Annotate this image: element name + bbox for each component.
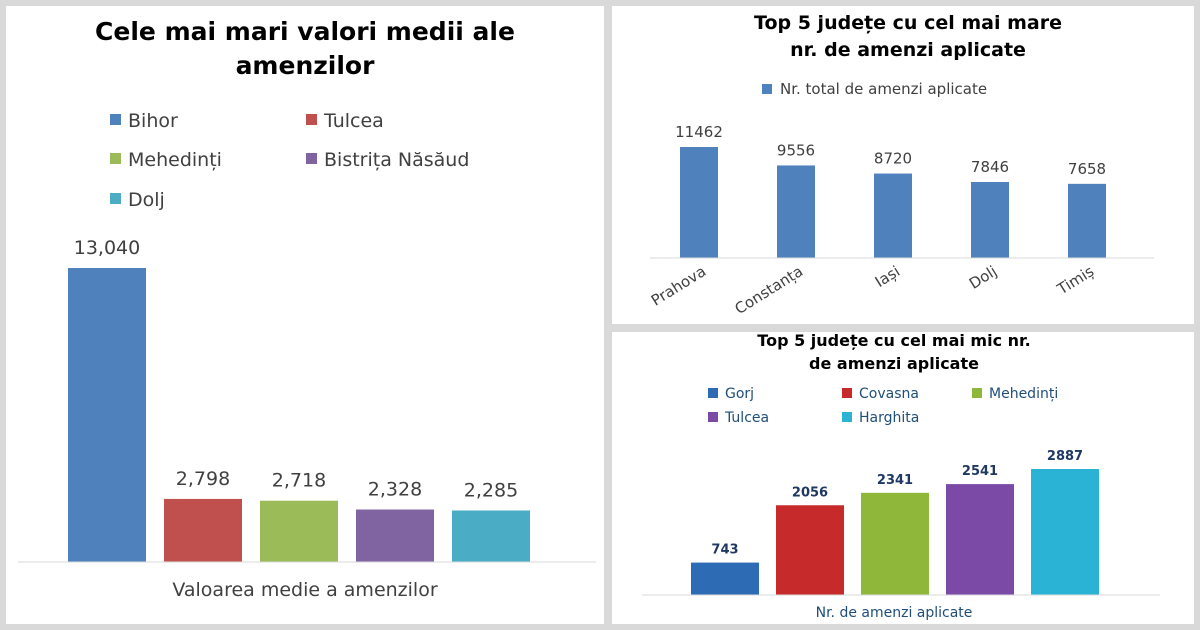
- legend-label: Gorj: [725, 386, 754, 402]
- data-label: 2,285: [464, 479, 518, 501]
- data-label: 2887: [1047, 449, 1083, 464]
- data-label: 11462: [675, 123, 723, 141]
- bar: [946, 484, 1014, 595]
- chart-panel-average-fines: Cele mai mari valori medii ale amenzilor B…: [6, 6, 604, 624]
- data-label: 2,328: [368, 479, 422, 501]
- bar: [874, 173, 912, 258]
- chart-title: nr. de amenzi aplicate: [790, 39, 1026, 61]
- x-tick-label: Timiș: [1053, 262, 1097, 299]
- data-label: 7658: [1068, 160, 1106, 178]
- chart-title: Top 5 județe cu cel mai mic nr.: [757, 332, 1030, 350]
- bar: [164, 498, 242, 562]
- chart-title: Cele mai mari valori medii ale: [95, 17, 515, 46]
- bar: [777, 165, 815, 258]
- bar: [971, 182, 1009, 258]
- bar: [356, 509, 434, 562]
- chart-title: de amenzi aplicate: [809, 354, 979, 373]
- bar: [1031, 469, 1099, 595]
- x-tick-label: Iași: [872, 262, 903, 291]
- legend-swatch: [762, 84, 772, 94]
- bar: [1068, 183, 1106, 258]
- bar: [776, 505, 844, 595]
- bar: [68, 268, 146, 562]
- chart-most-fines: Top 5 județe cu cel mai mare nr. de amenz…: [648, 12, 1154, 318]
- chart-panel-most-fines: Top 5 județe cu cel mai mare nr. de amenz…: [612, 6, 1194, 324]
- bar: [691, 562, 759, 595]
- data-label: 9556: [777, 141, 815, 159]
- chart-fewest-fines: Top 5 județe cu cel mai mic nr. de amenzi…: [642, 332, 1160, 621]
- data-label: 743: [711, 543, 738, 558]
- legend-swatch: [110, 153, 121, 164]
- data-label: 2056: [792, 485, 828, 500]
- legend-label: Harghita: [859, 410, 919, 426]
- legend-label: Dolj: [128, 189, 165, 211]
- legend-swatch: [842, 388, 852, 398]
- data-label: 8720: [874, 150, 912, 168]
- chart-average-fines: Cele mai mari valori medii ale amenzilor B…: [18, 17, 596, 601]
- data-label: 13,040: [74, 237, 140, 259]
- data-label: 7846: [971, 158, 1009, 176]
- data-label: 2341: [877, 473, 913, 488]
- legend-swatch: [306, 153, 317, 164]
- bar: [452, 510, 530, 562]
- legend-swatch: [708, 412, 718, 422]
- data-label: 2541: [962, 464, 998, 479]
- legend-swatch: [306, 114, 317, 125]
- x-tick-label: Prahova: [648, 262, 709, 310]
- chart-panel-fewest-fines: Top 5 județe cu cel mai mic nr. de amenzi…: [612, 332, 1194, 624]
- bar: [680, 147, 718, 258]
- data-label: 2,718: [272, 470, 326, 492]
- chart-title: Top 5 județe cu cel mai mare: [754, 12, 1062, 34]
- data-label: 2,798: [176, 468, 230, 490]
- x-tick-label: Dolj: [966, 262, 1000, 293]
- legend-swatch: [972, 388, 982, 398]
- legend-swatch: [110, 193, 121, 204]
- bar: [861, 492, 929, 595]
- chart-title: amenzilor: [236, 51, 376, 80]
- legend-label: Tulcea: [323, 110, 384, 132]
- x-tick-label: Constanța: [732, 262, 807, 318]
- legend-label: Covasna: [859, 386, 919, 402]
- legend-label: Mehedinți: [128, 149, 222, 171]
- bar: [260, 500, 338, 562]
- legend-label: Bihor: [128, 110, 178, 132]
- legend-swatch: [842, 412, 852, 422]
- x-axis-label: Valoarea medie a amenzilor: [172, 579, 437, 601]
- x-axis-label: Nr. de amenzi aplicate: [816, 605, 973, 621]
- legend-swatch: [110, 114, 121, 125]
- legend-label: Mehedinți: [989, 386, 1058, 402]
- legend-swatch: [708, 388, 718, 398]
- legend-label: Nr. total de amenzi aplicate: [780, 80, 987, 98]
- legend-label: Bistrița Năsăud: [324, 149, 469, 171]
- legend-label: Tulcea: [724, 410, 769, 426]
